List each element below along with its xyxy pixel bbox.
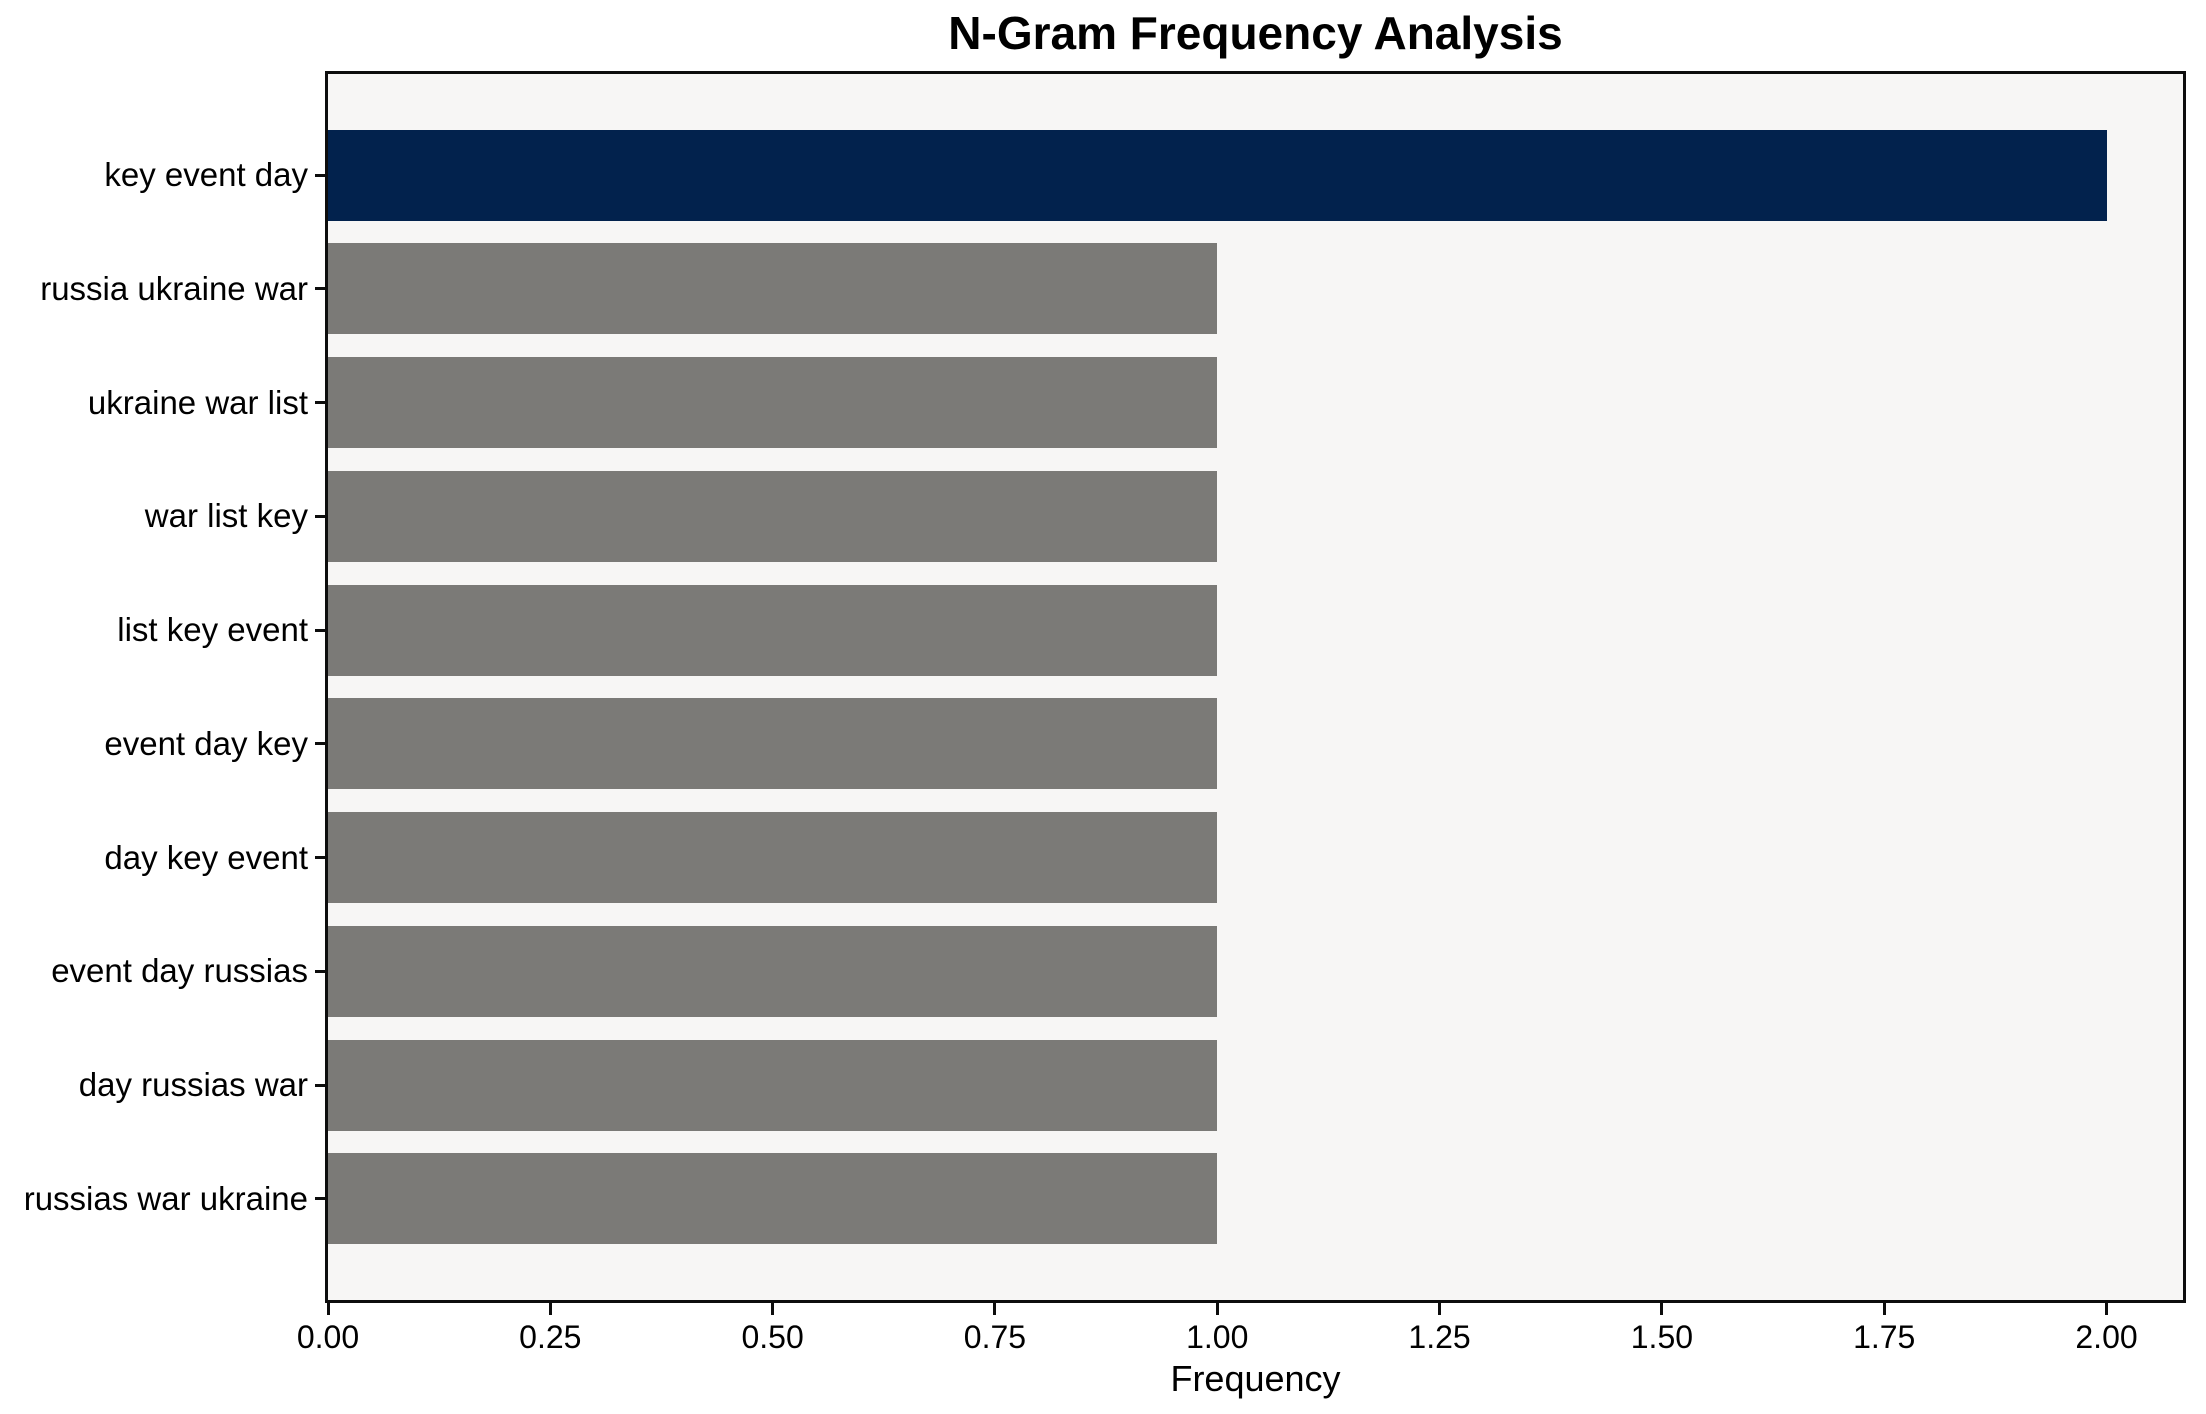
y-tick-mark bbox=[315, 856, 325, 860]
bar-day-russias-war bbox=[328, 1039, 1218, 1131]
x-tick-mark bbox=[993, 1303, 997, 1315]
x-axis-label: Frequency bbox=[1170, 1358, 1341, 1399]
x-tick-mark bbox=[1660, 1303, 1664, 1315]
y-tick-mark bbox=[315, 969, 325, 973]
y-tick-mark bbox=[315, 401, 325, 405]
y-tick-label: event day russias bbox=[51, 952, 308, 990]
x-tick-mark bbox=[2105, 1303, 2109, 1315]
bar-event-day-russias bbox=[328, 925, 1218, 1017]
x-tick-label: 1.25 bbox=[1408, 1319, 1471, 1355]
y-tick-label: russia ukraine war bbox=[40, 269, 308, 307]
bar-key-event-day bbox=[328, 129, 2107, 221]
y-tick-label: day key event bbox=[104, 838, 308, 876]
x-tick-label: 0.50 bbox=[741, 1319, 804, 1355]
bar-ukraine-war-list bbox=[328, 357, 1218, 449]
chart-title: N-Gram Frequency Analysis bbox=[948, 7, 1563, 59]
x-tick-label: 0.00 bbox=[296, 1319, 360, 1355]
x-tick-label: 2.00 bbox=[2075, 1319, 2138, 1355]
x-tick-mark bbox=[1882, 1303, 1886, 1315]
y-tick-mark bbox=[315, 514, 325, 518]
x-tick-mark bbox=[1215, 1303, 1219, 1315]
x-tick-mark bbox=[771, 1303, 775, 1315]
y-tick-label: event day key bbox=[104, 724, 308, 762]
y-tick-label: ukraine war list bbox=[87, 383, 308, 421]
x-tick-label: 0.75 bbox=[963, 1319, 1027, 1355]
x-tick-label: 1.00 bbox=[1186, 1319, 1249, 1355]
y-tick-label: key event day bbox=[104, 156, 308, 194]
x-tick-label: 1.75 bbox=[1853, 1319, 1916, 1355]
y-tick-mark bbox=[315, 742, 325, 746]
y-tick-mark bbox=[315, 628, 325, 632]
plot-area bbox=[325, 71, 2186, 1303]
bar-event-day-key bbox=[328, 698, 1218, 790]
x-tick-label: 1.50 bbox=[1630, 1319, 1694, 1355]
y-tick-label: war list key bbox=[144, 497, 308, 535]
bar-russia-ukraine-war bbox=[328, 243, 1218, 335]
x-tick-mark bbox=[548, 1303, 552, 1315]
x-tick-mark bbox=[1438, 1303, 1442, 1315]
y-tick-label: list key event bbox=[117, 611, 308, 649]
bar-war-list-key bbox=[328, 470, 1218, 562]
y-tick-label: day russias war bbox=[78, 1066, 308, 1104]
y-tick-mark bbox=[315, 1083, 325, 1087]
bar-day-key-event bbox=[328, 812, 1218, 904]
y-tick-mark bbox=[315, 287, 325, 291]
bar-list-key-event bbox=[328, 584, 1218, 676]
x-tick-mark bbox=[326, 1303, 330, 1315]
bar-russias-war-ukraine bbox=[328, 1153, 1218, 1245]
y-tick-mark bbox=[315, 1197, 325, 1201]
y-tick-mark bbox=[315, 173, 325, 177]
x-tick-label: 0.25 bbox=[519, 1319, 582, 1355]
y-tick-label: russias war ukraine bbox=[23, 1179, 308, 1217]
